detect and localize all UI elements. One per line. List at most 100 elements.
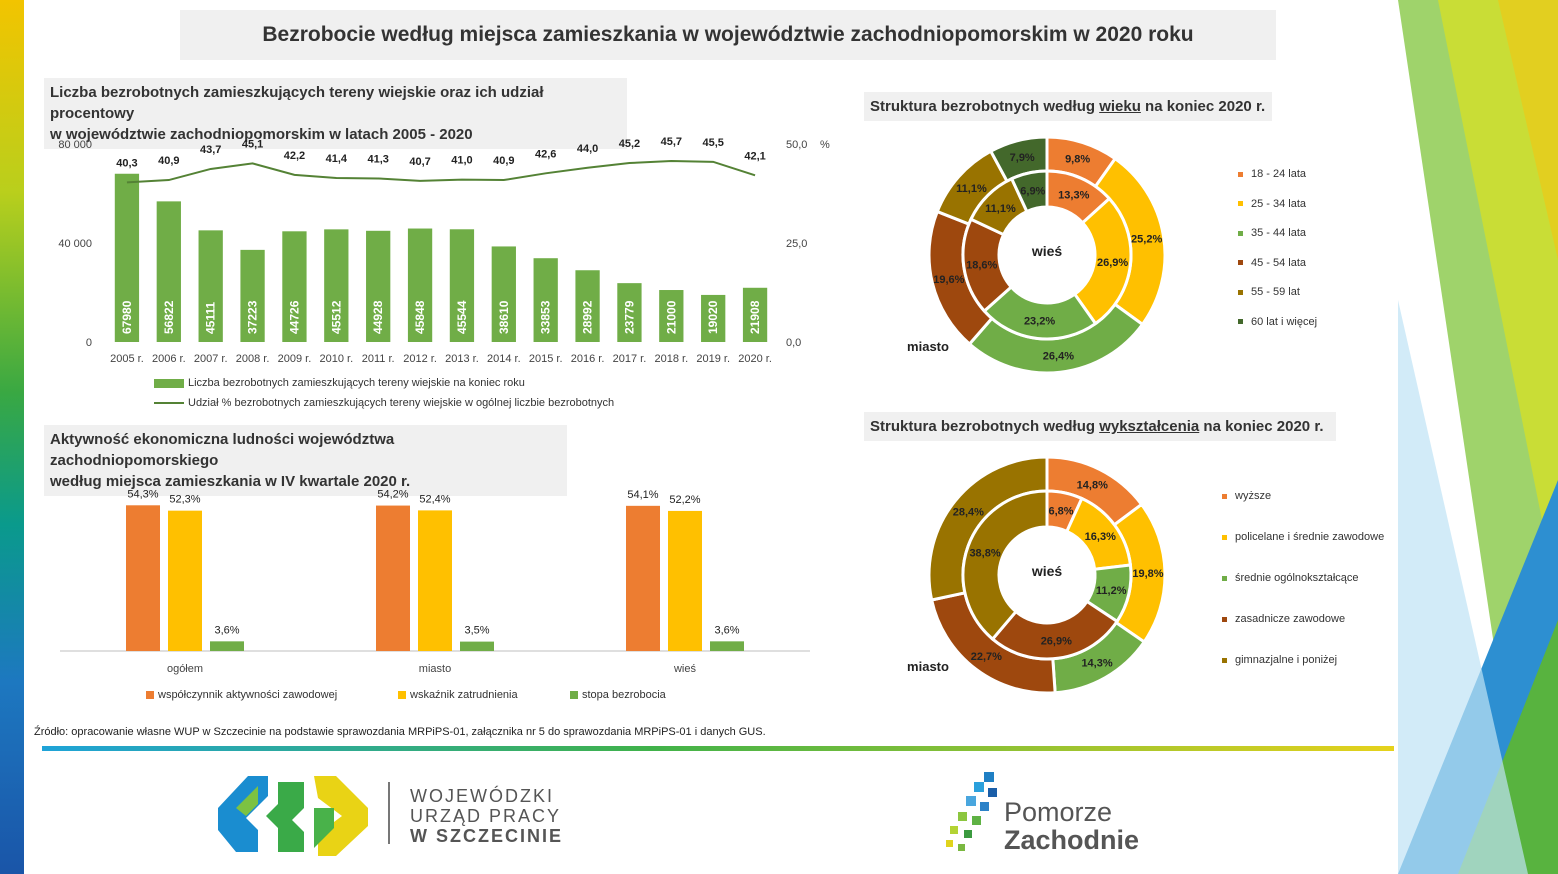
line-value-label: 45,1 <box>242 138 263 150</box>
legend-label: Liczba bezrobotnych zamieszkujących tere… <box>188 377 525 389</box>
bar-value-label: 3,5% <box>464 625 489 637</box>
line-value-label: 44,0 <box>577 143 598 155</box>
line-value-label: 45,5 <box>702 137 723 149</box>
x-tick-label: 2009 r. <box>278 353 312 365</box>
legend-swatch <box>1238 260 1243 266</box>
slice-label: 26,9% <box>1041 635 1072 647</box>
section-title-age: Struktura bezrobotnych według wieku na k… <box>864 92 1272 121</box>
wup-line: W SZCZECINIE <box>410 826 563 846</box>
x-tick-label: 2017 r. <box>613 353 647 365</box>
x-tick-label: 2020 r. <box>738 353 772 365</box>
education-donut-chart: 14,8% 19,8% 14,3% 22,7% 28,4% 6,8% 16,3% 11,2% 2… <box>907 455 1167 695</box>
outer-ring-label: miasto <box>907 659 949 674</box>
section-title-line: w województwie zachodniopomorskim w lata… <box>50 126 473 143</box>
bar <box>168 510 202 651</box>
line-value-label: 45,7 <box>661 136 682 148</box>
slice-label: 7,9% <box>1010 152 1035 164</box>
x-tick-label: wieś <box>673 663 697 675</box>
slice-label: 11,1% <box>985 203 1016 215</box>
x-tick-label: ogółem <box>167 663 203 675</box>
legend-swatch <box>1222 657 1227 663</box>
legend-label: gimnazjalne i poniżej <box>1235 654 1338 666</box>
legend-label: stopa bezrobocia <box>582 689 666 701</box>
legend-label: Udział % bezrobotnych zamieszkujących te… <box>188 397 615 409</box>
title-underlined: wieku <box>1099 98 1141 115</box>
section-title-line: Aktywność ekonomiczna ludności województ… <box>50 431 395 469</box>
title-part: na koniec 2020 r. <box>1199 418 1324 435</box>
legend-item: wyższe <box>1222 490 1271 502</box>
slice-label: 26,4% <box>1043 350 1074 362</box>
chart3-plot: 9,8% 25,2% 26,4% 19,6% 11,1% 7,9% 13,3% 26,9% 23… <box>907 135 1167 375</box>
legend-label: 55 - 59 lat <box>1251 286 1300 298</box>
legend-unemployment-rate: stopa bezrobocia <box>570 689 666 701</box>
legend-label: policelane i średnie zawodowe <box>1235 531 1385 543</box>
legend-item: 45 - 54 lata <box>1238 257 1306 269</box>
legend-swatch <box>570 691 578 700</box>
legend-swatch <box>398 691 406 700</box>
bar <box>126 505 160 651</box>
title-underlined: wykształcenia <box>1099 418 1200 435</box>
bar-value-label: 28992 <box>581 300 595 334</box>
y2-tick-label: 25,0 <box>786 238 807 250</box>
bar <box>701 294 726 342</box>
legend-label: 18 - 24 lata <box>1251 168 1307 180</box>
legend-line: Udział % bezrobotnych zamieszkujących te… <box>154 397 614 409</box>
legend-label: 45 - 54 lata <box>1251 256 1307 269</box>
bar <box>324 229 349 342</box>
bar <box>742 287 768 342</box>
legend-line-swatch <box>154 402 184 405</box>
x-tick-label: 2014 r. <box>487 353 521 365</box>
slice-label: 6,9% <box>1020 186 1045 198</box>
legend-item: 60 lat i więcej <box>1238 316 1317 328</box>
bar <box>418 510 452 651</box>
x-tick-label: 2007 r. <box>194 353 228 365</box>
legend-swatch <box>1222 616 1227 622</box>
line-value-label: 42,2 <box>284 150 305 162</box>
bar <box>626 505 660 651</box>
bar <box>491 246 516 342</box>
legend-item: 25 - 34 lata <box>1238 198 1306 210</box>
slice-label: 6,8% <box>1048 506 1073 518</box>
y-tick-label: 0 <box>86 337 92 349</box>
bar <box>617 283 642 342</box>
x-tick-label: 2010 r. <box>319 353 353 365</box>
bar <box>376 505 410 651</box>
bar-value-label: 21908 <box>748 300 762 334</box>
wup-line: URZĄD PRACY <box>410 806 562 826</box>
bar-value-label: 23779 <box>622 300 636 334</box>
section-title-activity: Aktywność ekonomiczna ludności województ… <box>44 425 567 496</box>
y2-tick-label: 50,0 <box>786 139 807 151</box>
section-title-education: Struktura bezrobotnych według wykształce… <box>864 412 1336 441</box>
slice-label: 26,9% <box>1097 257 1128 269</box>
bar-value-label: 19020 <box>706 300 720 334</box>
slice-label: 11,2% <box>1096 585 1127 597</box>
section-title-rural: Liczba bezrobotnych zamieszkujących tere… <box>44 78 627 149</box>
legend-item: zasadnicze zawodowe <box>1222 613 1345 625</box>
line-value-label: 41,4 <box>326 153 348 165</box>
bar-value-label: 54,2% <box>377 489 408 501</box>
chart2-plot: 54,3% 52,3% 3,6% ogółem 54,2% 52,4% 3,5% miasto… <box>60 488 810 675</box>
title-part: na koniec 2020 r. <box>1140 98 1266 115</box>
bar <box>198 230 223 342</box>
x-tick-label: 2011 r. <box>362 353 395 365</box>
line-value-label: 40,3 <box>116 157 137 169</box>
slice-label: 18,6% <box>966 260 997 272</box>
bar-value-label: 38610 <box>497 300 511 334</box>
slice-label: 19,6% <box>933 274 964 286</box>
wup-name: WOJEWÓDZKI URZĄD PRACY W SZCZECINIE <box>410 786 563 846</box>
section-title-line: według miejsca zamieszkania w IV kwartal… <box>50 473 411 490</box>
line-value-label: 40,9 <box>158 155 179 167</box>
legend-swatch <box>1222 575 1227 581</box>
left-decor-strip <box>0 0 24 874</box>
legend-item: 35 - 44 lata <box>1238 227 1306 239</box>
line-value-label: 40,7 <box>409 156 430 168</box>
legend-item: średnie ogólnokształcące <box>1222 572 1359 584</box>
bar-value-label: 3,6% <box>714 624 739 636</box>
slice-label: 16,3% <box>1085 531 1116 543</box>
bar <box>460 641 494 651</box>
legend-swatch <box>1238 289 1243 295</box>
slice-label: 9,8% <box>1065 154 1090 166</box>
legend-item: 18 - 24 lata <box>1238 168 1306 180</box>
bar-value-label: 44726 <box>287 300 301 334</box>
y-tick-label: 40 000 <box>58 238 92 250</box>
